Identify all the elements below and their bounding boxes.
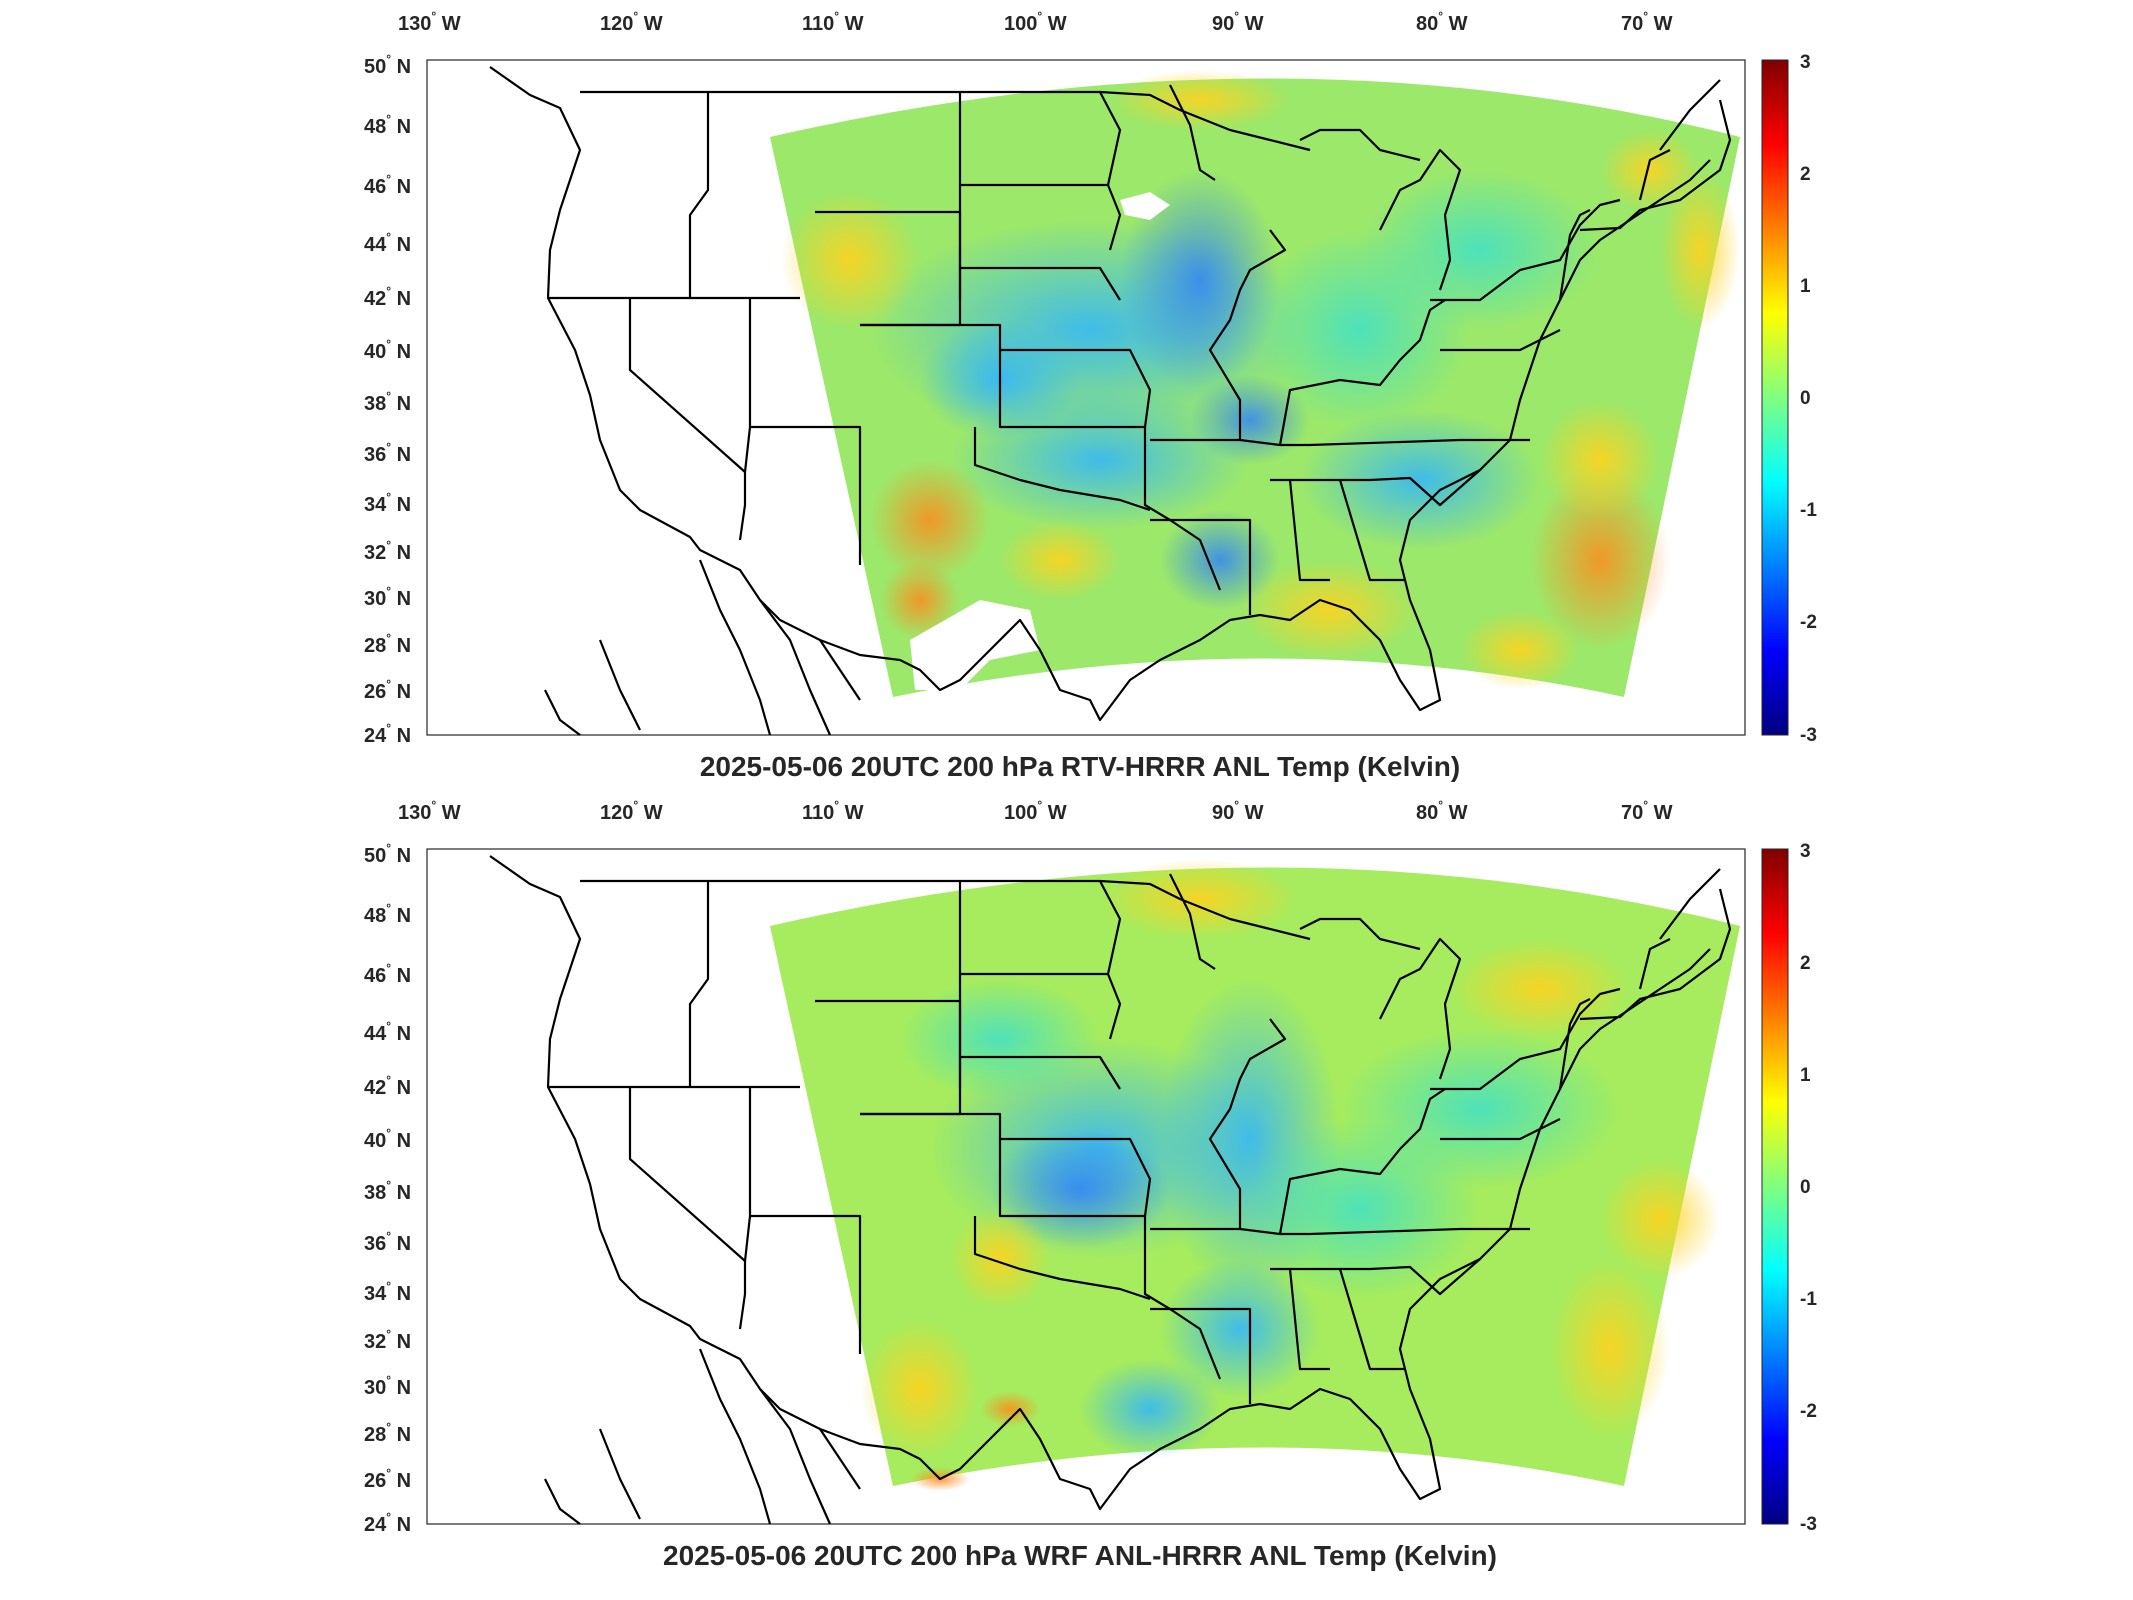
lat-label: 24° N bbox=[364, 721, 411, 747]
colorbar-tick: 1 bbox=[1800, 276, 1811, 297]
data-field-1 bbox=[770, 70, 1740, 697]
colorbar-scale-1 bbox=[1761, 59, 1789, 736]
boundaries-1 bbox=[489, 66, 1732, 736]
colorbar-scale-2 bbox=[1761, 848, 1789, 1525]
lat-label: 48° N bbox=[364, 112, 411, 138]
colorbar-tick: -2 bbox=[1800, 612, 1817, 633]
colorbar-tick: 1 bbox=[1800, 1065, 1811, 1086]
lat-label: 32° N bbox=[364, 1327, 411, 1353]
lat-label: 40° N bbox=[364, 337, 411, 363]
map-panel-2: 130° W 120° W 110° W 100° W 90° W 80° W … bbox=[364, 798, 1817, 1571]
lat-label: 46° N bbox=[364, 172, 411, 198]
lon-label: 70° W bbox=[1621, 798, 1673, 824]
lat-label: 36° N bbox=[364, 440, 411, 466]
lat-label: 30° N bbox=[364, 584, 411, 610]
lat-label: 44° N bbox=[364, 1019, 411, 1045]
lon-label: 130° W bbox=[398, 798, 461, 824]
lat-label: 24° N bbox=[364, 1510, 411, 1536]
lat-label: 42° N bbox=[364, 1073, 411, 1099]
lon-axis-labels-2: 130° W 120° W 110° W 100° W 90° W 80° W … bbox=[398, 798, 1673, 824]
lon-label: 110° W bbox=[802, 798, 864, 824]
data-field-2 bbox=[770, 859, 1740, 1491]
lon-label: 120° W bbox=[600, 9, 663, 35]
lat-label: 48° N bbox=[364, 901, 411, 927]
lat-label: 34° N bbox=[364, 490, 411, 516]
lon-label: 80° W bbox=[1416, 798, 1468, 824]
map-panel-1: 130° W 120° W 110° W 100° W 90° W 80° W … bbox=[364, 9, 1817, 782]
colorbar-tick: 3 bbox=[1800, 52, 1811, 73]
colorbar-1: 3 2 1 0 -1 -2 -3 bbox=[1761, 52, 1817, 746]
colorbar-tick: -3 bbox=[1800, 725, 1817, 746]
lon-label: 120° W bbox=[600, 798, 663, 824]
lon-label: 130° W bbox=[398, 9, 461, 35]
lat-label: 32° N bbox=[364, 538, 411, 564]
lon-label: 100° W bbox=[1004, 798, 1067, 824]
panel-title-1: 2025-05-06 20UTC 200 hPa RTV-HRRR ANL Te… bbox=[700, 751, 1460, 782]
lat-label: 28° N bbox=[364, 1420, 411, 1446]
colorbar-tick: -1 bbox=[1800, 500, 1817, 521]
colorbar-tick: -3 bbox=[1800, 1514, 1817, 1535]
colorbar-tick: -1 bbox=[1800, 1289, 1817, 1310]
colorbar-2: 3 2 1 0 -1 -2 -3 bbox=[1761, 841, 1817, 1535]
colorbar-tick: 3 bbox=[1800, 841, 1811, 862]
boundaries-2 bbox=[489, 855, 1732, 1525]
lon-label: 90° W bbox=[1212, 798, 1264, 824]
lat-label: 46° N bbox=[364, 961, 411, 987]
lat-label: 34° N bbox=[364, 1279, 411, 1305]
lat-label: 28° N bbox=[364, 631, 411, 657]
lat-label: 36° N bbox=[364, 1229, 411, 1255]
lon-label: 70° W bbox=[1621, 9, 1673, 35]
lat-label: 26° N bbox=[364, 677, 411, 703]
lat-label: 50° N bbox=[364, 841, 411, 867]
lat-label: 44° N bbox=[364, 230, 411, 256]
lat-axis-labels-2: 50° N 48° N 46° N 44° N 42° N 40° N 38° … bbox=[364, 841, 411, 1536]
colorbar-tick: -2 bbox=[1800, 1401, 1817, 1422]
colorbar-tick: 2 bbox=[1800, 953, 1811, 974]
lon-label: 110° W bbox=[802, 9, 864, 35]
colorbar-tick: 2 bbox=[1800, 164, 1811, 185]
panel-title-2: 2025-05-06 20UTC 200 hPa WRF ANL-HRRR AN… bbox=[663, 1540, 1497, 1571]
lon-label: 100° W bbox=[1004, 9, 1067, 35]
lat-label: 40° N bbox=[364, 1126, 411, 1152]
lon-label: 80° W bbox=[1416, 9, 1468, 35]
lat-label: 38° N bbox=[364, 389, 411, 415]
lat-label: 26° N bbox=[364, 1466, 411, 1492]
lat-label: 38° N bbox=[364, 1178, 411, 1204]
lon-axis-labels-1: 130° W 120° W 110° W 100° W 90° W 80° W … bbox=[398, 9, 1673, 35]
lat-label: 30° N bbox=[364, 1373, 411, 1399]
colorbar-tick: 0 bbox=[1800, 388, 1811, 409]
lat-label: 42° N bbox=[364, 284, 411, 310]
lat-label: 50° N bbox=[364, 52, 411, 78]
lat-axis-labels-1: 50° N 48° N 46° N 44° N 42° N 40° N 38° … bbox=[364, 52, 411, 747]
colorbar-tick: 0 bbox=[1800, 1177, 1811, 1198]
lon-label: 90° W bbox=[1212, 9, 1264, 35]
